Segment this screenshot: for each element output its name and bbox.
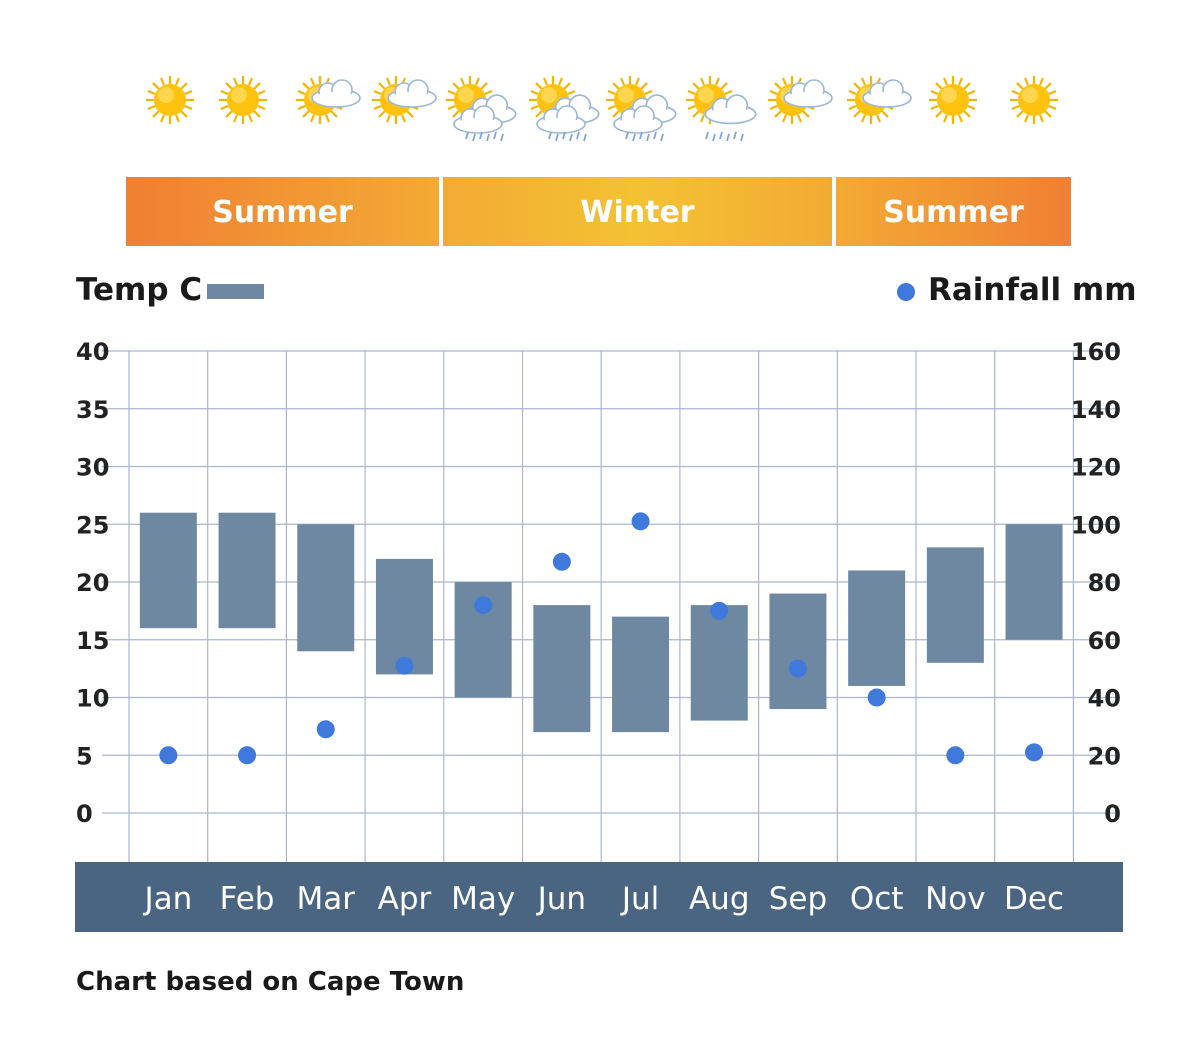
- temp-bar: [612, 616, 670, 733]
- legend-temp-swatch: [207, 284, 264, 299]
- season-label: Summer: [212, 195, 353, 230]
- month-label: Aug: [689, 881, 750, 917]
- sun-icon: [144, 74, 196, 126]
- left-tick-label: 15: [76, 627, 109, 655]
- legend-temp-label: Temp C: [76, 272, 202, 308]
- right-tick-label: 120: [1071, 454, 1121, 482]
- left-tick-label: 25: [76, 511, 109, 539]
- left-tick-label: 40: [76, 338, 109, 366]
- rain-dot: [238, 746, 257, 765]
- month-label: Apr: [378, 881, 432, 917]
- sun-icon: [927, 74, 979, 126]
- weather-icons-row: [144, 74, 1060, 142]
- sun-cloud-drizzle-icon: [684, 74, 757, 142]
- left-tick-label: 30: [76, 454, 109, 482]
- rain-dot: [788, 659, 807, 678]
- right-tick-label: 0: [1104, 800, 1121, 828]
- rain-dot: [395, 656, 414, 675]
- temp-bar: [375, 558, 433, 675]
- month-band: [75, 862, 1123, 932]
- temp-bar: [139, 512, 197, 629]
- rain-dot: [710, 601, 729, 620]
- legend: Temp C Rainfall mm: [76, 272, 1137, 308]
- left-axis-ticks: 0 5 10 15 20 25 30 35 40: [76, 338, 109, 828]
- partly-cloudy-icon: [370, 74, 437, 126]
- partly-cloudy-icon: [766, 74, 833, 126]
- left-tick-label: 20: [76, 569, 109, 597]
- temp-bar: [769, 593, 827, 710]
- partly-cloudy-icon: [845, 74, 912, 126]
- month-label: Sep: [769, 881, 827, 917]
- month-labels: Jan Feb Mar Apr May Jun Jul Aug Sep Oct Nov Dec: [142, 881, 1064, 917]
- sun-cloud-rain-icon: [604, 74, 677, 142]
- temp-bar: [218, 512, 276, 629]
- season-segment: [126, 177, 439, 246]
- temp-bar: [297, 524, 355, 652]
- season-segment: [443, 177, 832, 246]
- sun-icon: [1008, 74, 1060, 126]
- rain-dot: [1025, 743, 1044, 762]
- sun-cloud-rain-icon: [527, 74, 600, 142]
- left-tick-label: 35: [76, 396, 109, 424]
- season-label: Summer: [883, 195, 1024, 230]
- month-label: Feb: [220, 881, 275, 917]
- month-label: Dec: [1004, 881, 1064, 917]
- right-tick-label: 80: [1088, 569, 1121, 597]
- rain-dot: [474, 596, 493, 615]
- legend-rain-dot: [897, 283, 915, 301]
- temp-bar: [848, 570, 906, 686]
- temp-bar: [690, 605, 748, 721]
- rain-dot: [946, 746, 965, 765]
- month-label: Oct: [850, 881, 904, 917]
- rain-dot: [552, 552, 571, 571]
- season-label: Winter: [580, 195, 694, 230]
- right-axis-ticks: 0 20 40 60 80 100 120 140 160: [1071, 338, 1121, 828]
- rain-dot: [867, 688, 886, 707]
- temp-bar: [926, 547, 984, 663]
- month-label: Mar: [297, 881, 356, 917]
- month-label: Jun: [536, 881, 586, 917]
- sun-icon: [217, 74, 269, 126]
- left-tick-label: 10: [76, 685, 109, 713]
- season-segment: [836, 177, 1071, 246]
- right-tick-label: 20: [1088, 742, 1121, 770]
- grid: [102, 350, 1120, 862]
- left-tick-label: 5: [76, 742, 93, 770]
- month-label: Nov: [925, 881, 986, 917]
- rain-dot: [316, 720, 335, 739]
- rain-dot: [159, 746, 178, 765]
- right-tick-label: 100: [1071, 511, 1121, 539]
- sun-cloud-rain-icon: [444, 74, 517, 142]
- right-tick-label: 60: [1088, 627, 1121, 655]
- rain-dots: [159, 512, 1044, 765]
- temp-bar: [533, 605, 591, 733]
- footnote: Chart based on Cape Town: [76, 967, 464, 997]
- rain-dot: [631, 512, 650, 531]
- month-label: May: [451, 881, 515, 917]
- right-tick-label: 140: [1071, 396, 1121, 424]
- partly-cloudy-icon: [294, 74, 361, 126]
- temp-bars: [139, 512, 1063, 733]
- temp-bar: [1005, 524, 1063, 640]
- month-label: Jan: [142, 881, 192, 917]
- season-band: Summer Winter Summer: [126, 177, 1071, 246]
- legend-rain-label: Rainfall mm: [928, 272, 1137, 308]
- right-tick-label: 40: [1088, 685, 1121, 713]
- right-tick-label: 160: [1071, 338, 1121, 366]
- month-label: Jul: [620, 881, 659, 917]
- left-tick-label: 0: [76, 800, 93, 828]
